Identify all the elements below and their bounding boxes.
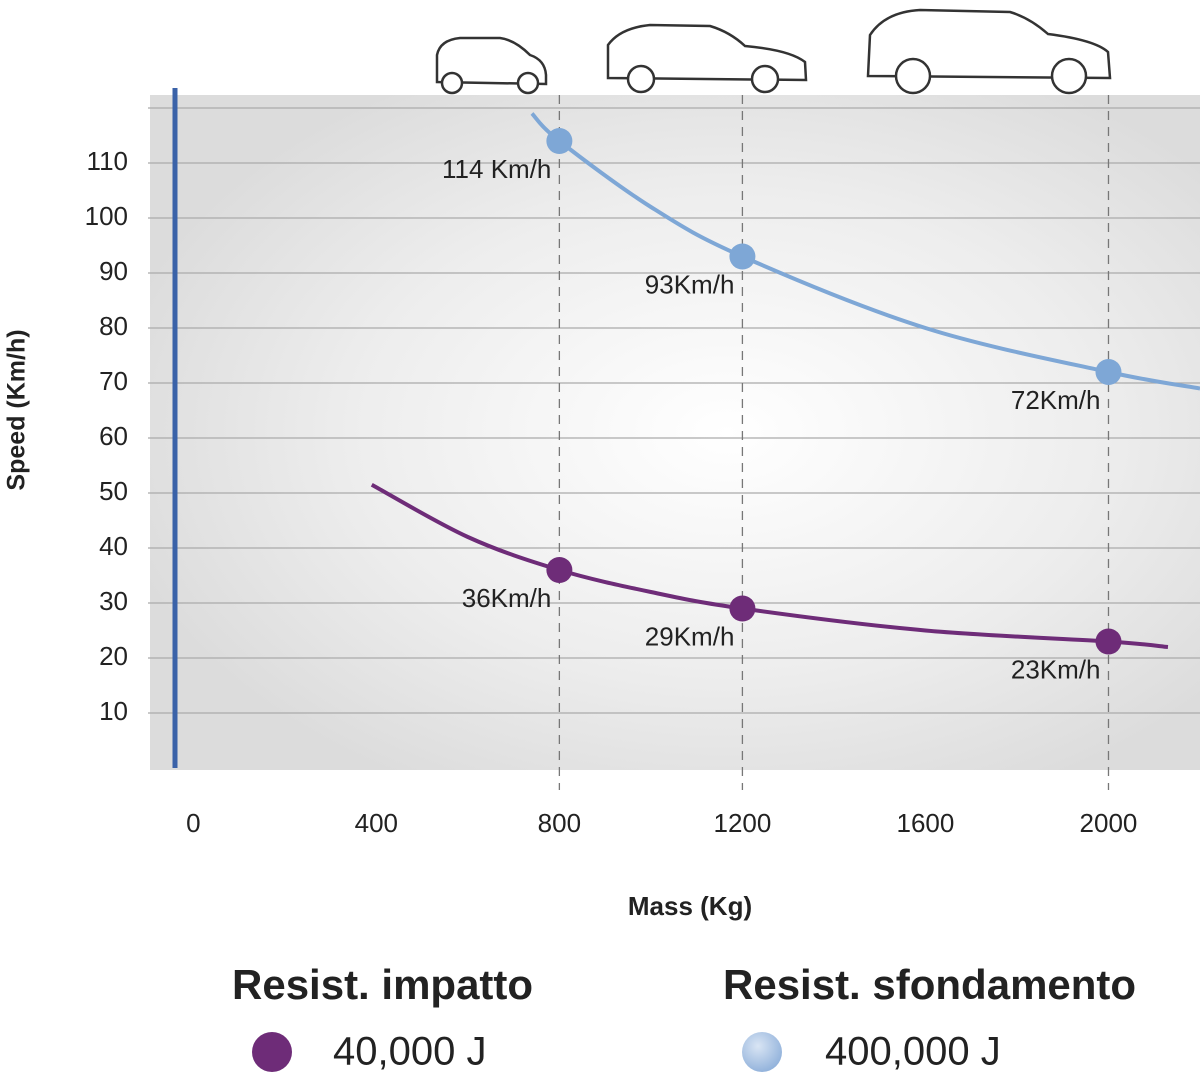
wheel [1050, 57, 1088, 95]
legend-marker [742, 1032, 782, 1072]
legend-marker [252, 1032, 292, 1072]
y-tick-label: 80 [99, 311, 128, 341]
data-label: 114 Km/h [442, 154, 551, 184]
grid [148, 95, 1200, 790]
legend-energy: 400,000 J [825, 1030, 1001, 1074]
series-curve [370, 482, 1169, 649]
y-tick-label: 110 [87, 146, 128, 176]
y-tick-label: 20 [99, 641, 128, 671]
data-label: 72Km/h [1011, 385, 1101, 415]
x-axis-title: Mass (Kg) [628, 891, 752, 921]
data-point [546, 128, 573, 154]
data-label: 36Km/h [462, 583, 552, 613]
small-car [435, 36, 548, 86]
wheel [440, 71, 464, 95]
data-point [1095, 628, 1122, 655]
y-tick-label: 10 [99, 696, 128, 726]
suv [866, 8, 1112, 80]
y-axis-title: Speed (Km/h) [3, 329, 31, 490]
x-tick-label: 1200 [713, 808, 771, 838]
data-point [546, 557, 573, 583]
x-tick-label: 400 [355, 808, 398, 838]
legend-title: Resist. impatto [232, 961, 533, 1008]
wheel [626, 64, 656, 94]
x-tick-label: 1600 [897, 808, 955, 838]
y-tick-label: 60 [99, 421, 128, 451]
x-tick-label: 0 [186, 808, 200, 838]
car-icons [435, 8, 1112, 95]
legend-title: Resist. sfondamento [723, 961, 1136, 1008]
x-tick-label: 800 [538, 808, 581, 838]
y-tick-label: 90 [99, 256, 128, 286]
data-label: 29Km/h [645, 621, 735, 651]
y-tick-label: 40 [99, 531, 128, 561]
data-label: 93Km/h [645, 269, 735, 299]
wheel [894, 57, 932, 95]
data-point [1095, 359, 1122, 385]
x-tick-label: 2000 [1080, 808, 1138, 838]
data-point [729, 243, 756, 270]
hatchback [606, 23, 808, 82]
data-point [729, 595, 756, 622]
y-tick-label: 70 [99, 366, 128, 396]
y-tick-label: 100 [85, 201, 128, 231]
legend-energy: 40,000 J [333, 1030, 486, 1074]
wheel [516, 71, 540, 95]
wheel [750, 64, 780, 94]
y-tick-label: 50 [99, 476, 128, 506]
y-tick-label: 30 [99, 586, 128, 616]
data-label: 23Km/h [1011, 654, 1101, 684]
